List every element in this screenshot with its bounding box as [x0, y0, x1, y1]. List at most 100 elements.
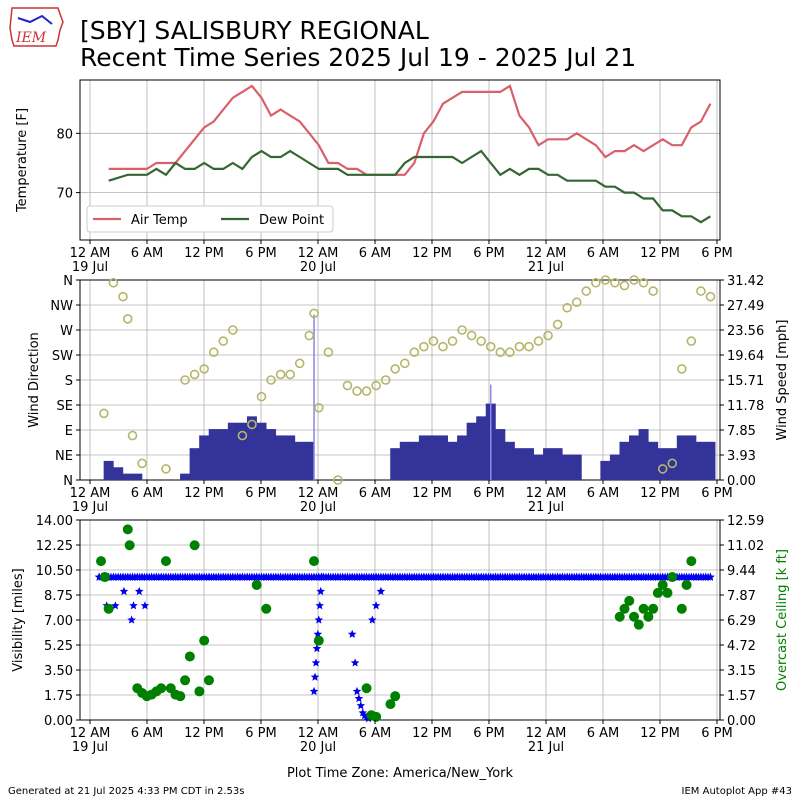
wind-speed-bar: [457, 435, 468, 480]
wind-speed-bar: [447, 441, 458, 480]
visibility-point: [118, 572, 128, 581]
wind-direction-point: [122, 314, 133, 324]
ceiling-point: [643, 611, 654, 622]
ceiling-point: [184, 651, 195, 662]
wind-xtick-label: 6 PM: [245, 486, 276, 501]
wind-direction-point: [457, 325, 467, 335]
wind-ytick-label: NW: [50, 299, 73, 314]
ceiling-point: [175, 691, 186, 702]
visibility-point: [137, 572, 147, 581]
vis-ytick-label: 12.25: [36, 539, 73, 554]
visibility-point: [424, 572, 433, 581]
visibility-point: [343, 572, 352, 581]
visibility-point: [166, 572, 175, 581]
visibility-point: [271, 572, 281, 581]
wind-direction-point: [657, 464, 668, 474]
visibility-point: [311, 658, 321, 667]
ceiling-point: [385, 699, 396, 710]
vis-y2tick-label: 7.87: [727, 589, 756, 604]
iem-logo: IEM: [9, 7, 64, 47]
wind-direction-point: [495, 347, 506, 358]
visibility-point: [223, 572, 233, 581]
wind-direction-point: [294, 358, 305, 369]
wind-speed-bar: [304, 441, 315, 480]
wind-speed-bar: [571, 454, 582, 480]
visibility-point: [156, 572, 166, 581]
visibility-point: [204, 572, 214, 581]
wind-direction-point: [399, 358, 410, 369]
visibility-point: [276, 572, 285, 581]
air-temp-line: [108, 84, 712, 176]
visibility-point: [354, 694, 364, 703]
ceiling-point: [203, 675, 214, 686]
wind-direction-point: [552, 319, 563, 330]
ceiling-point: [681, 579, 692, 590]
temp-date-label: 21 Jul: [528, 260, 564, 275]
visibility-point: [433, 572, 443, 581]
wind-speed-bar: [208, 429, 219, 480]
wind-speed-bar: [180, 473, 191, 480]
wind-direction-point: [256, 391, 267, 402]
ceiling-point: [199, 635, 210, 646]
visibility-point: [586, 572, 596, 581]
visibility-point: [577, 572, 586, 581]
visibility-point: [362, 572, 371, 581]
visibility-point: [350, 658, 360, 667]
visibility-point: [481, 572, 491, 581]
ceiling-point: [667, 572, 678, 583]
vis-xtick-label: 6 PM: [701, 726, 732, 741]
visibility-point: [357, 572, 367, 581]
wind-ytick-label: N: [63, 474, 73, 489]
wind-direction-point: [342, 380, 353, 391]
wind-direction-point: [333, 475, 343, 485]
ceiling-point: [122, 524, 133, 535]
visibility-point: [252, 572, 261, 581]
vis-xtick-label: 12 AM: [526, 726, 567, 741]
visibility-point: [567, 572, 577, 581]
temp-ytick-label: 70: [56, 187, 73, 202]
vis-date-label: 21 Jul: [528, 740, 564, 755]
visibility-point: [171, 572, 180, 581]
visibility-point: [548, 572, 558, 581]
wind-direction-point: [361, 386, 372, 396]
wind-panel: N 0.00 NE 3.93 E 7.85 SE 11.78 S 15.71 SW 19.64 W 23.…: [27, 274, 790, 515]
wind-xtick-label: 12 AM: [70, 486, 111, 501]
wind-direction-point: [428, 336, 439, 346]
temp-xtick-label: 12 PM: [640, 246, 680, 261]
wind-direction-point: [304, 330, 315, 341]
vis-y2tick-label: 9.44: [727, 564, 756, 579]
ceiling-point: [390, 691, 401, 702]
ceiling-point: [261, 603, 272, 614]
wind-direction-point: [543, 330, 553, 341]
visibility-point: [644, 572, 653, 581]
ceiling-point: [124, 540, 135, 551]
legend-air-temp-label: Air Temp: [131, 213, 188, 228]
legend-dew-point-label: Dew Point: [259, 213, 324, 228]
visibility-point: [94, 572, 104, 581]
wind-speed-bar: [667, 448, 678, 480]
wind-direction-point: [705, 291, 716, 302]
wind-speed-bar: [237, 422, 248, 480]
visibility-point: [305, 572, 314, 581]
visibility-point: [543, 572, 553, 581]
visibility-point: [142, 572, 152, 581]
ceiling-point: [96, 556, 107, 567]
wind-direction-point: [524, 341, 534, 352]
ceiling-point: [648, 603, 659, 614]
visibility-point: [328, 572, 338, 581]
wind-direction-point: [127, 430, 138, 441]
visibility-point: [510, 572, 519, 581]
visibility-point: [309, 686, 319, 696]
wind-direction-point: [581, 286, 592, 296]
wind-direction-point: [137, 458, 147, 469]
dew-point-line: [108, 149, 711, 224]
wind-ytick-label: N: [63, 274, 73, 289]
app-id-label: IEM Autoplot App #43: [682, 786, 792, 797]
visibility-point: [134, 586, 144, 596]
wind-direction-point: [118, 291, 128, 302]
visibility-point: [133, 572, 142, 581]
wind-direction-point: [199, 364, 209, 374]
ceiling-point: [633, 619, 644, 630]
vis-y2tick-label: 11.02: [727, 539, 764, 554]
wind-direction-point: [218, 336, 229, 346]
